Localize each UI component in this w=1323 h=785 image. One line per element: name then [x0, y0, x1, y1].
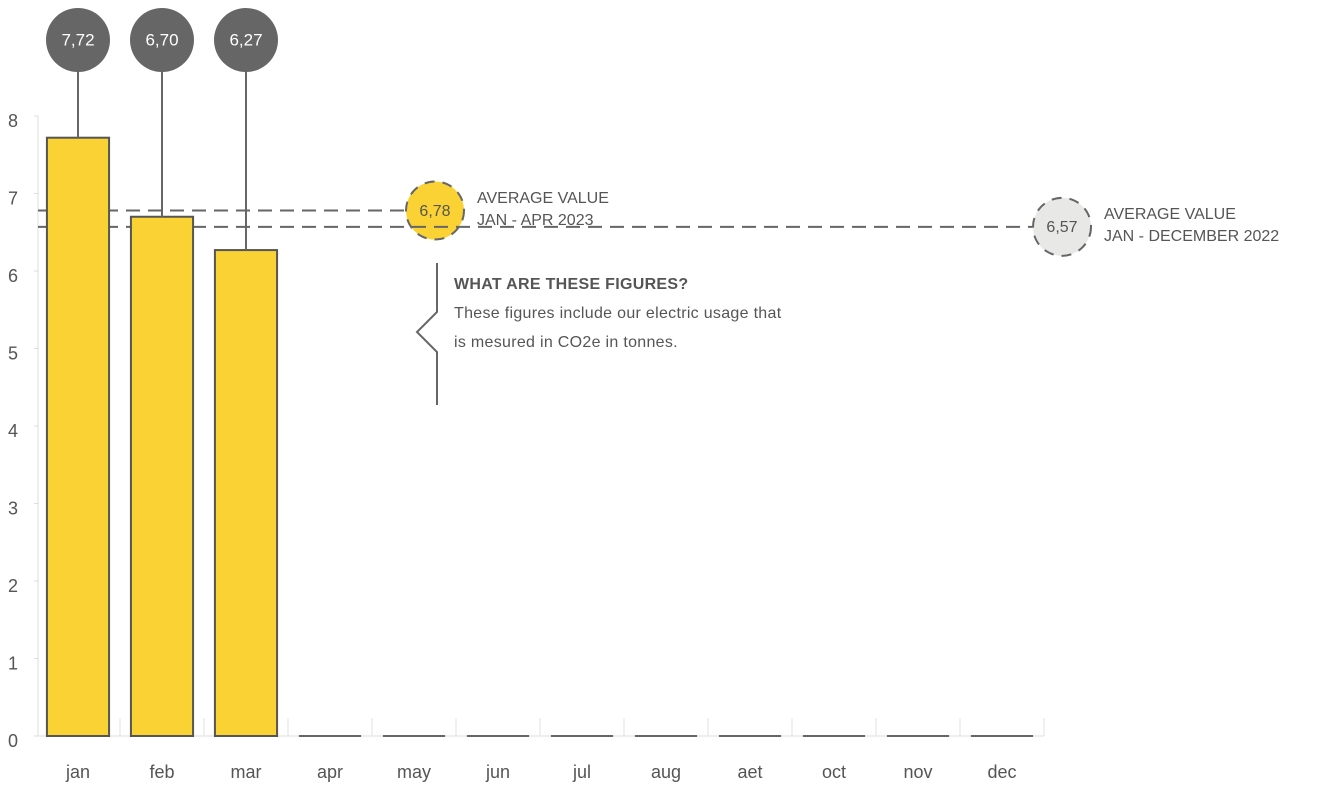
value-label: 6,27 [229, 30, 262, 49]
y-tick-label: 8 [8, 111, 18, 131]
average-label: AVERAGE VALUE [1104, 206, 1236, 223]
x-tick-label: nov [903, 762, 932, 782]
value-badge [214, 8, 278, 72]
bar [45, 136, 111, 737]
annotation-title: WHAT ARE THESE FIGURES? [454, 276, 689, 293]
annotation: WHAT ARE THESE FIGURES? These figures in… [454, 270, 784, 357]
x-tick-label: mar [231, 762, 262, 782]
x-tick-label: jan [65, 762, 90, 782]
x-tick-label: dec [987, 762, 1016, 782]
value-label: 7,72 [61, 30, 94, 49]
value-label: 6,70 [145, 30, 178, 49]
x-tick-label: aug [651, 762, 681, 782]
y-tick-label: 5 [8, 343, 18, 363]
average-badge [405, 180, 465, 241]
y-tick-label: 1 [8, 653, 18, 673]
x-tick-label: feb [149, 762, 174, 782]
average-value-label: 6,57 [1046, 219, 1077, 236]
x-tick-label: jun [485, 762, 510, 782]
y-tick-label: 0 [8, 731, 18, 751]
x-tick-label: oct [822, 762, 846, 782]
y-tick-label: 3 [8, 498, 18, 518]
x-tick-label: jul [572, 762, 591, 782]
average-label: AVERAGE VALUE [477, 190, 609, 207]
bracket [415, 263, 438, 405]
value-badge [46, 8, 110, 72]
average-badge [1032, 196, 1092, 257]
bar [213, 249, 279, 737]
y-tick-label: 7 [8, 188, 18, 208]
x-tick-label: may [397, 762, 431, 782]
y-tick-label: 4 [8, 421, 18, 441]
x-tick-label: aet [737, 762, 762, 782]
annotation-text: These figures include our electric usage… [454, 305, 782, 351]
average-value-label: 6,78 [419, 203, 450, 220]
y-tick-label: 6 [8, 266, 18, 286]
x-tick-label: apr [317, 762, 343, 782]
value-badge [130, 8, 194, 72]
average-label: JAN - APR 2023 [477, 212, 594, 229]
bar [129, 215, 195, 737]
y-tick-label: 2 [8, 576, 18, 596]
average-label: JAN - DECEMBER 2022 [1104, 228, 1279, 245]
